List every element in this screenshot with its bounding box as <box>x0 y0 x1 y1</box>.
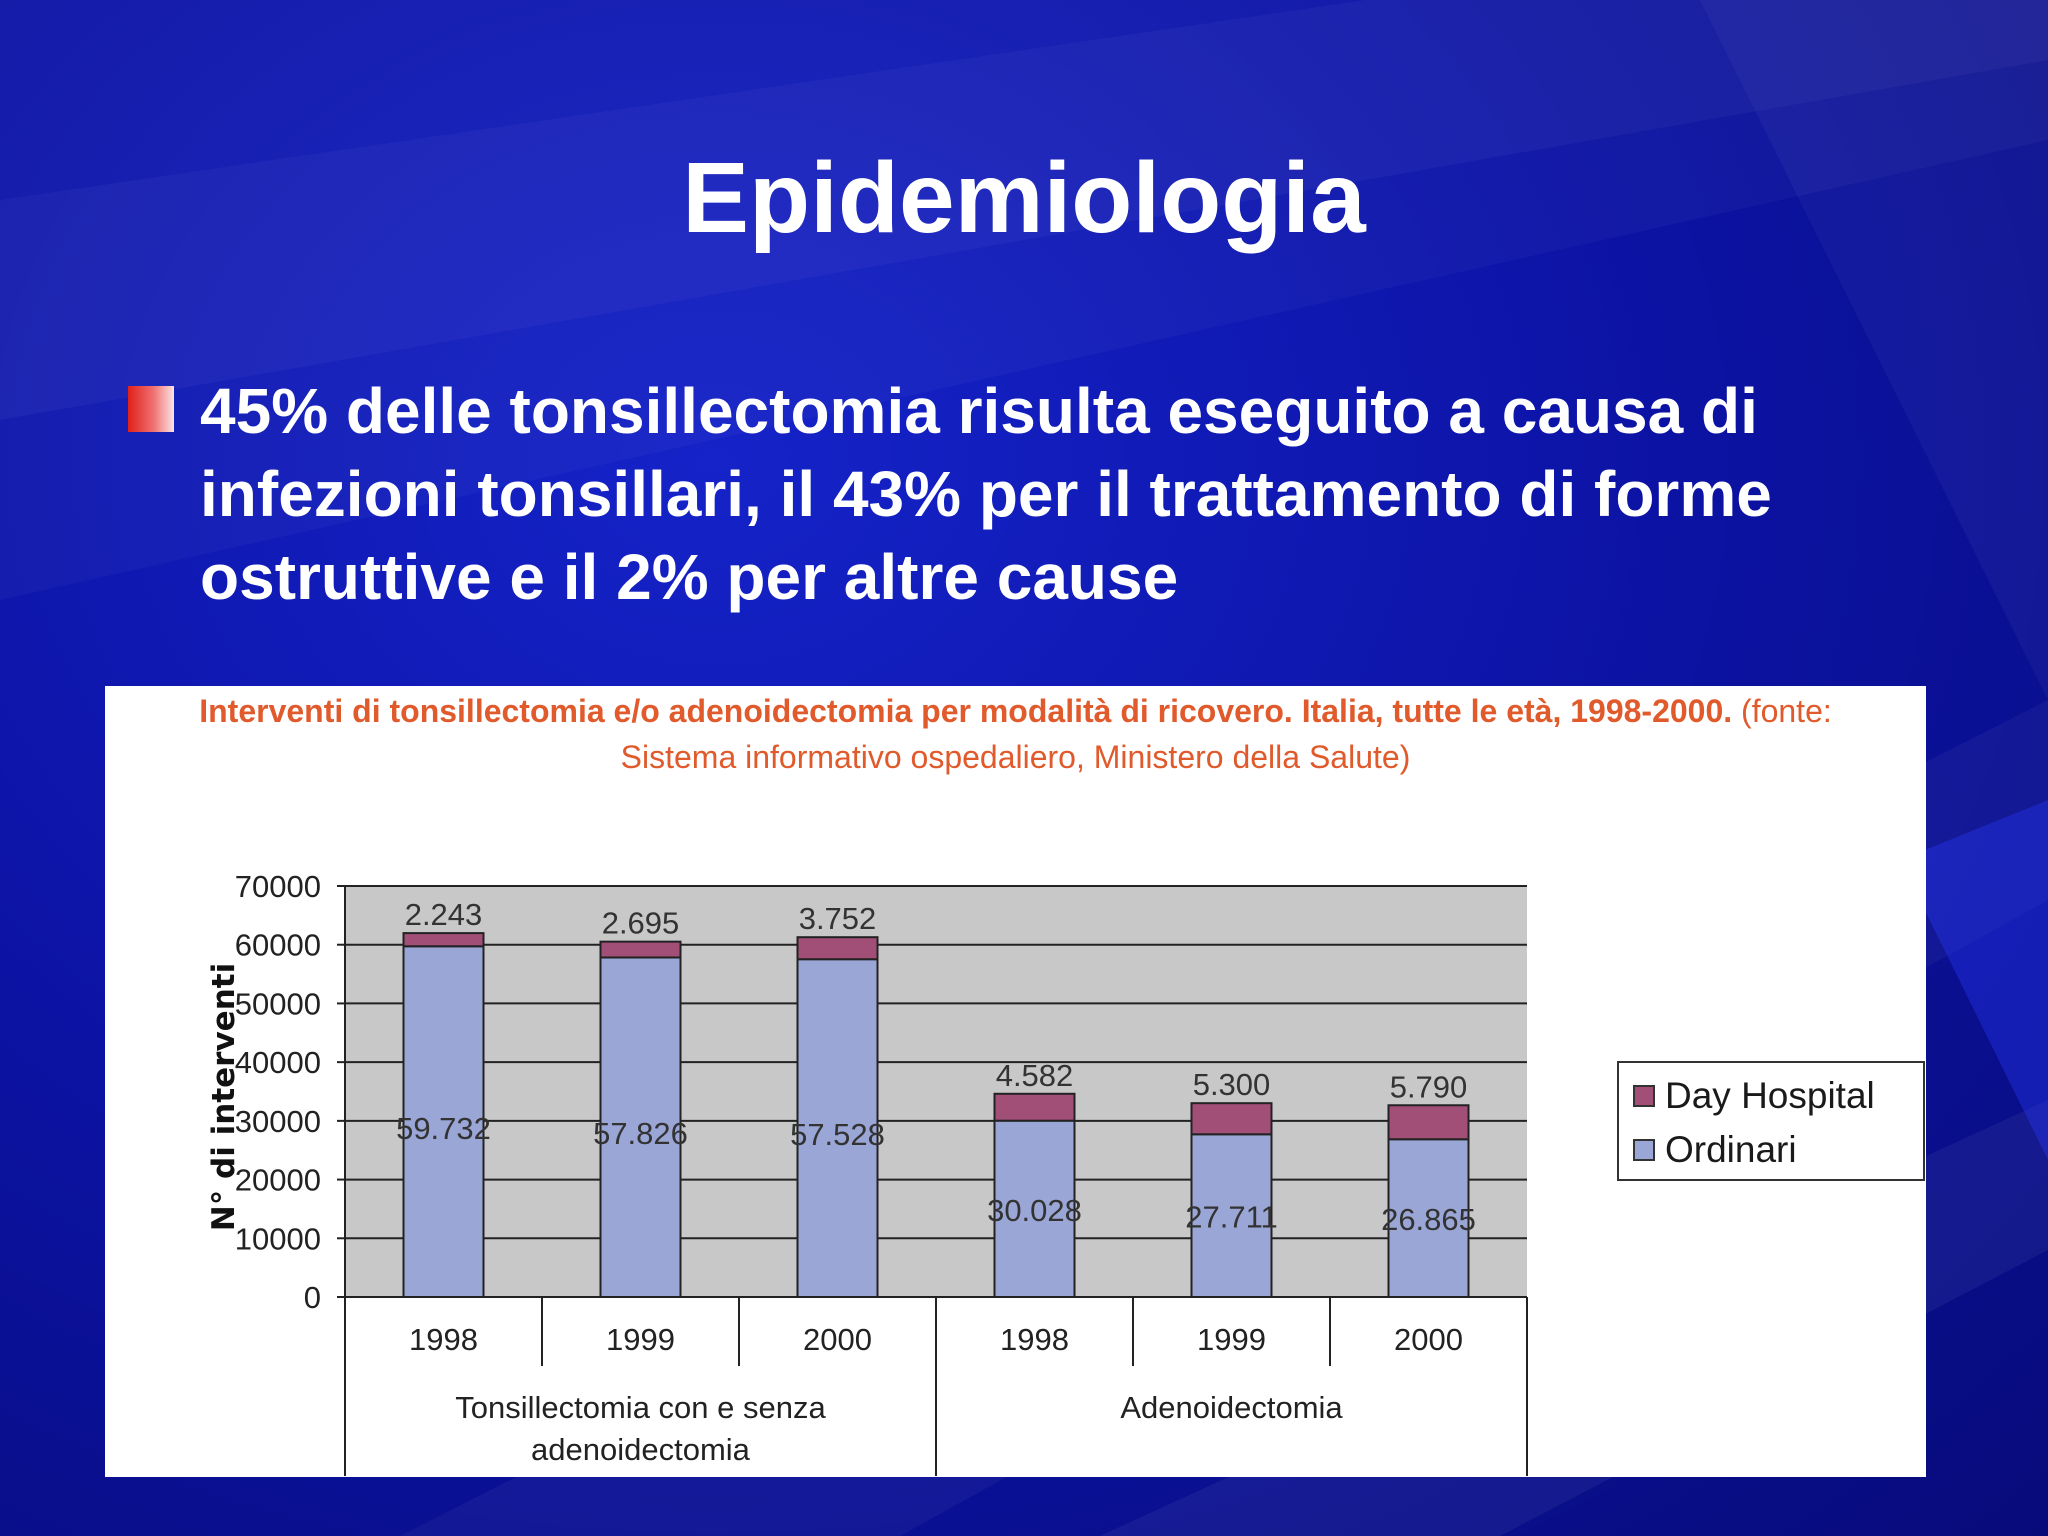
legend-item-day-hospital: Day Hospital <box>1633 1071 1875 1121</box>
chart-title: Interventi di tonsillectomia e/o adenoid… <box>145 688 1886 780</box>
bar-day-hospital <box>402 932 485 948</box>
data-label-day-hospital: 2.243 <box>405 897 483 932</box>
data-label-day-hospital: 5.300 <box>1193 1067 1271 1102</box>
legend-swatch-day-hospital <box>1633 1085 1655 1107</box>
bullet-text: 45% delle tonsillectomia risulta eseguit… <box>200 375 1772 613</box>
chart-legend: Day Hospital Ordinari <box>1617 1061 1925 1181</box>
legend-label-ordinari: Ordinari <box>1665 1129 1797 1170</box>
data-label-ordinari: 57.528 <box>790 1117 885 1152</box>
bullet-square-icon <box>128 386 174 432</box>
data-label-ordinari: 27.711 <box>1185 1200 1278 1235</box>
chart-title-main: Interventi di tonsillectomia e/o adenoid… <box>199 693 1733 729</box>
data-label-day-hospital: 4.582 <box>996 1058 1074 1093</box>
x-group-label: Tonsillectomia con e senza <box>455 1390 826 1425</box>
y-tick-label: 20000 <box>235 1163 321 1198</box>
x-tick-label: 1999 <box>1197 1322 1266 1357</box>
data-label-ordinari: 59.732 <box>396 1111 491 1146</box>
data-label-ordinari: 30.028 <box>987 1193 1082 1228</box>
y-axis-label: N° di interventi <box>206 963 242 1231</box>
bar-chart: 0 10000 20000 30000 40000 50000 60000 70000 N° d… <box>206 869 1528 1476</box>
y-tick-label: 70000 <box>235 869 321 904</box>
data-label-day-hospital: 3.752 <box>799 901 877 936</box>
y-tick-label: 60000 <box>235 928 321 963</box>
y-tick-label: 40000 <box>235 1045 321 1080</box>
x-group-label: Adenoidectomia <box>1120 1390 1343 1425</box>
legend-swatch-ordinari <box>1633 1139 1655 1161</box>
x-tick-label: 1999 <box>606 1322 675 1357</box>
y-tick-label: 10000 <box>235 1221 321 1256</box>
bar-day-hospital <box>993 1092 1076 1122</box>
plot-area <box>345 886 1527 1297</box>
x-group-label: adenoidectomia <box>531 1432 751 1467</box>
bar-day-hospital <box>796 936 879 961</box>
bar-ordinari <box>599 956 682 1298</box>
data-label-day-hospital: 5.790 <box>1390 1069 1468 1104</box>
bar-day-hospital <box>1387 1104 1470 1141</box>
bar-day-hospital <box>1190 1102 1273 1136</box>
x-tick-label: 2000 <box>1394 1322 1463 1357</box>
bar-day-hospital <box>599 940 682 959</box>
x-tick-label: 1998 <box>1000 1322 1069 1357</box>
y-tick-label: 50000 <box>235 986 321 1021</box>
bar-ordinari <box>796 958 879 1298</box>
chart-panel: Interventi di tonsillectomia e/o adenoid… <box>105 686 1926 1477</box>
x-tick-label: 2000 <box>803 1322 872 1357</box>
data-label-ordinari: 26.865 <box>1381 1202 1476 1237</box>
slide-title: Epidemiologia <box>682 142 1366 254</box>
data-label-ordinari: 57.826 <box>593 1116 688 1151</box>
legend-item-ordinari: Ordinari <box>1633 1125 1797 1175</box>
data-label-day-hospital: 2.695 <box>602 906 680 941</box>
x-tick-label: 1998 <box>409 1322 478 1357</box>
chart-title-source: (fonte: Sistema informativo ospedaliero,… <box>620 693 1832 775</box>
y-tick-label: 0 <box>304 1280 321 1315</box>
y-tick-label: 30000 <box>235 1104 321 1139</box>
legend-label-day-hospital: Day Hospital <box>1665 1075 1875 1116</box>
